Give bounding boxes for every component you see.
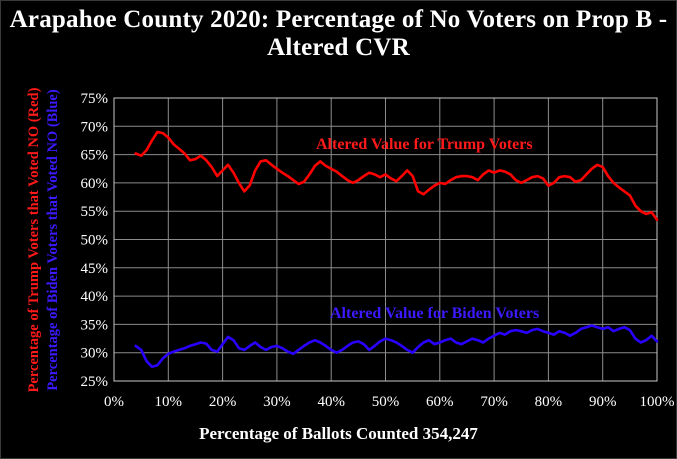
y-tick-label: 25% xyxy=(81,374,109,390)
x-tick-label: 100% xyxy=(640,394,675,410)
y-tick-label: 75% xyxy=(81,91,109,107)
x-tick-label: 20% xyxy=(209,394,237,410)
x-tick-label: 50% xyxy=(372,394,400,410)
y-axis-label-red: Percentage of Trump Voters that Voted NO… xyxy=(26,87,42,392)
x-tick-label: 60% xyxy=(426,394,454,410)
x-axis-label: Percentage of Ballots Counted 354,247 xyxy=(199,424,478,443)
tick-labels: 25% 30% 35% 40% 45% 50% 55% 60% 65% 70% 75% 0% 10% 20… xyxy=(81,91,675,410)
y-tick-label: 30% xyxy=(81,346,109,362)
x-tick-label: 70% xyxy=(480,394,508,410)
x-tick-label: 40% xyxy=(317,394,345,410)
y-tick-label: 70% xyxy=(81,119,109,135)
y-tick-label: 45% xyxy=(81,261,109,277)
x-tick-label: 0% xyxy=(104,394,124,410)
plot-border xyxy=(113,97,658,382)
annotation-trump: Altered Value for Trump Voters xyxy=(316,136,533,153)
series-lines xyxy=(134,130,659,369)
y-tick-label: 55% xyxy=(81,204,109,220)
x-tick-label: 90% xyxy=(589,394,617,410)
chart-title: Arapahoe County 2020: Percentage of No V… xyxy=(9,6,668,61)
x-tick-label: 30% xyxy=(263,394,291,410)
series-line-biden xyxy=(134,324,659,369)
y-tick-label: 50% xyxy=(81,233,109,249)
x-tick-label: 80% xyxy=(535,394,563,410)
series-line-trump xyxy=(134,130,659,221)
y-tick-label: 35% xyxy=(81,317,109,333)
annotation-biden: Altered Value for Biden Voters xyxy=(330,305,539,322)
x-tick-label: 10% xyxy=(155,394,183,410)
y-tick-label: 60% xyxy=(81,176,109,192)
y-tick-label: 65% xyxy=(81,148,109,164)
y-axis-label-blue: Percentage of Biden Voters that Voted NO… xyxy=(45,89,61,391)
y-tick-label: 40% xyxy=(81,289,109,305)
